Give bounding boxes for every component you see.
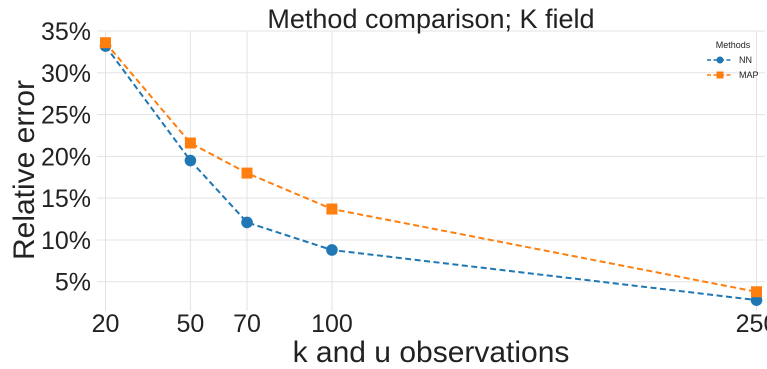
ticks: 5% 10% 15% 20% 25% 30% 35% 20 50 70 100 250 bbox=[41, 18, 767, 338]
y-tick-label: 15% bbox=[41, 185, 91, 213]
x-tick-label: 250 bbox=[736, 310, 767, 338]
legend-marker-map bbox=[716, 71, 724, 79]
x-axis-label: k and u observations bbox=[293, 336, 570, 369]
chart-title: Method comparison; K field bbox=[267, 4, 594, 34]
point-map bbox=[99, 37, 111, 49]
point-map bbox=[241, 167, 253, 179]
x-tick-label: 70 bbox=[233, 310, 261, 338]
y-tick-label: 10% bbox=[41, 227, 91, 255]
series-layer bbox=[99, 37, 763, 306]
legend-title: Methods bbox=[716, 40, 751, 50]
x-tick-label: 100 bbox=[311, 310, 353, 338]
point-nn bbox=[241, 216, 253, 229]
point-nn bbox=[184, 154, 197, 167]
legend: Methods NN MAP bbox=[707, 40, 759, 80]
point-map bbox=[184, 137, 196, 149]
series-line-nn bbox=[104, 45, 757, 302]
y-tick-label: 35% bbox=[41, 18, 91, 46]
legend-label-map: MAP bbox=[739, 70, 759, 80]
legend-label-nn: NN bbox=[739, 55, 752, 65]
x-tick-label: 50 bbox=[177, 310, 205, 338]
point-map bbox=[751, 286, 763, 298]
point-nn bbox=[326, 244, 338, 256]
legend-marker-nn bbox=[716, 56, 724, 64]
y-axis-label: Relative error bbox=[8, 80, 41, 260]
y-tick-label: 5% bbox=[55, 269, 91, 297]
x-tick-label: 20 bbox=[92, 310, 120, 338]
point-map bbox=[326, 203, 338, 215]
y-tick-label: 25% bbox=[41, 102, 91, 130]
y-tick-label: 30% bbox=[41, 60, 91, 88]
y-tick-label: 20% bbox=[41, 143, 91, 171]
